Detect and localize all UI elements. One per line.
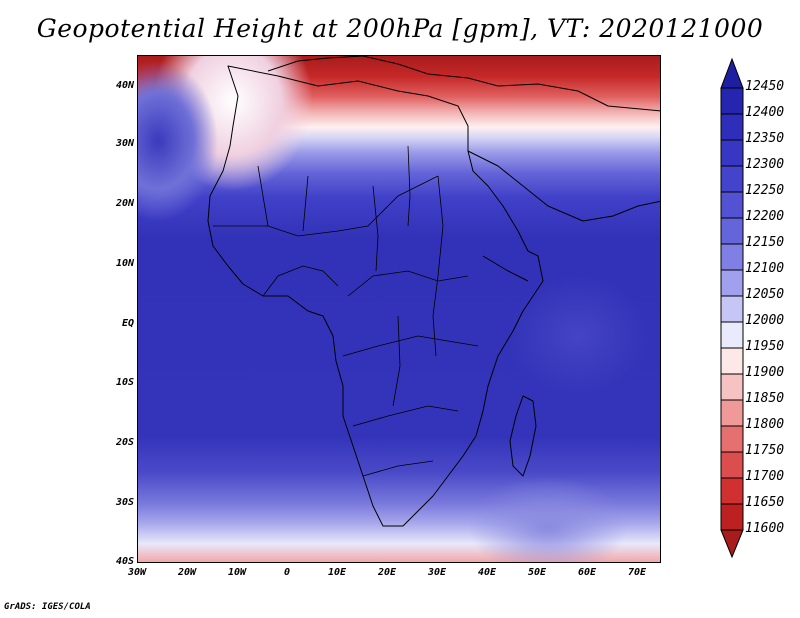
lat-label: 30S — [115, 497, 134, 508]
lat-label: 10N — [115, 258, 134, 269]
colorbar-label: 12350 — [745, 131, 785, 146]
colorbar-bin — [720, 165, 744, 193]
lon-label: 40E — [477, 567, 497, 578]
colorbar-label: 11750 — [745, 443, 785, 458]
colorbar-label: 11800 — [745, 417, 785, 432]
colorbar-label: 12100 — [745, 261, 785, 276]
lat-label: 40S — [115, 556, 134, 567]
lon-label: 20E — [377, 567, 397, 578]
colorbar-bin — [720, 139, 744, 167]
lon-label: 50E — [527, 567, 547, 578]
colorbar-bin — [720, 451, 744, 479]
lon-label: 60E — [577, 567, 597, 578]
colorbar-label: 11850 — [745, 391, 785, 406]
colorbar-bin — [720, 295, 744, 323]
colorbar-label: 12250 — [745, 183, 785, 198]
colorbar-bin — [720, 87, 744, 115]
country-borders — [213, 145, 479, 477]
colorbar-bin — [720, 269, 744, 297]
colorbar-label: 12450 — [745, 79, 785, 94]
colorbar-label: 11700 — [745, 469, 785, 484]
lon-label: 30W — [127, 567, 147, 578]
colorbar-bin — [720, 321, 744, 349]
grads-credit: GrADS: IGES/COLA — [4, 602, 91, 612]
colorbar-bottom-arrow — [720, 529, 744, 558]
colorbar-bin — [720, 191, 744, 219]
lat-label: 40N — [115, 80, 134, 91]
colorbar-label: 12150 — [745, 235, 785, 250]
lon-label: 0 — [283, 567, 291, 578]
colorbar-bin — [720, 503, 744, 531]
lat-label: 10S — [115, 377, 134, 388]
colorbar-bin — [720, 399, 744, 427]
colorbar-bin — [720, 425, 744, 453]
colorbar — [720, 58, 744, 558]
colorbar-top-arrow — [720, 58, 744, 89]
colorbar-label: 12300 — [745, 157, 785, 172]
colorbar-bin — [720, 477, 744, 505]
lon-label: 70E — [627, 567, 647, 578]
africa-coastline — [207, 56, 660, 527]
colorbar-label: 12200 — [745, 209, 785, 224]
lon-label: 30E — [427, 567, 447, 578]
lat-label: 30N — [115, 138, 134, 149]
colorbar-bin — [720, 113, 744, 141]
lat-label: EQ — [121, 318, 134, 329]
colorbar-label: 12400 — [745, 105, 785, 120]
colorbar-bin — [720, 243, 744, 271]
lat-label: 20N — [115, 198, 134, 209]
colorbar-bin — [720, 217, 744, 245]
colorbar-label: 11650 — [745, 495, 785, 510]
lon-label: 10E — [327, 567, 347, 578]
colorbar-label: 11900 — [745, 365, 785, 380]
lon-label: 10W — [227, 567, 247, 578]
map-plot-area — [137, 55, 661, 563]
map-title: Geopotential Height at 200hPa [gpm], VT:… — [36, 14, 764, 43]
colorbar-label: 12050 — [745, 287, 785, 302]
height-field-map — [138, 56, 660, 562]
colorbar-label: 11600 — [745, 521, 785, 536]
colorbar-label: 12000 — [745, 313, 785, 328]
colorbar-bin — [720, 373, 744, 401]
colorbar-bin — [720, 347, 744, 375]
lat-label: 20S — [115, 437, 134, 448]
colorbar-label: 11950 — [745, 339, 785, 354]
lon-label: 20W — [177, 567, 197, 578]
